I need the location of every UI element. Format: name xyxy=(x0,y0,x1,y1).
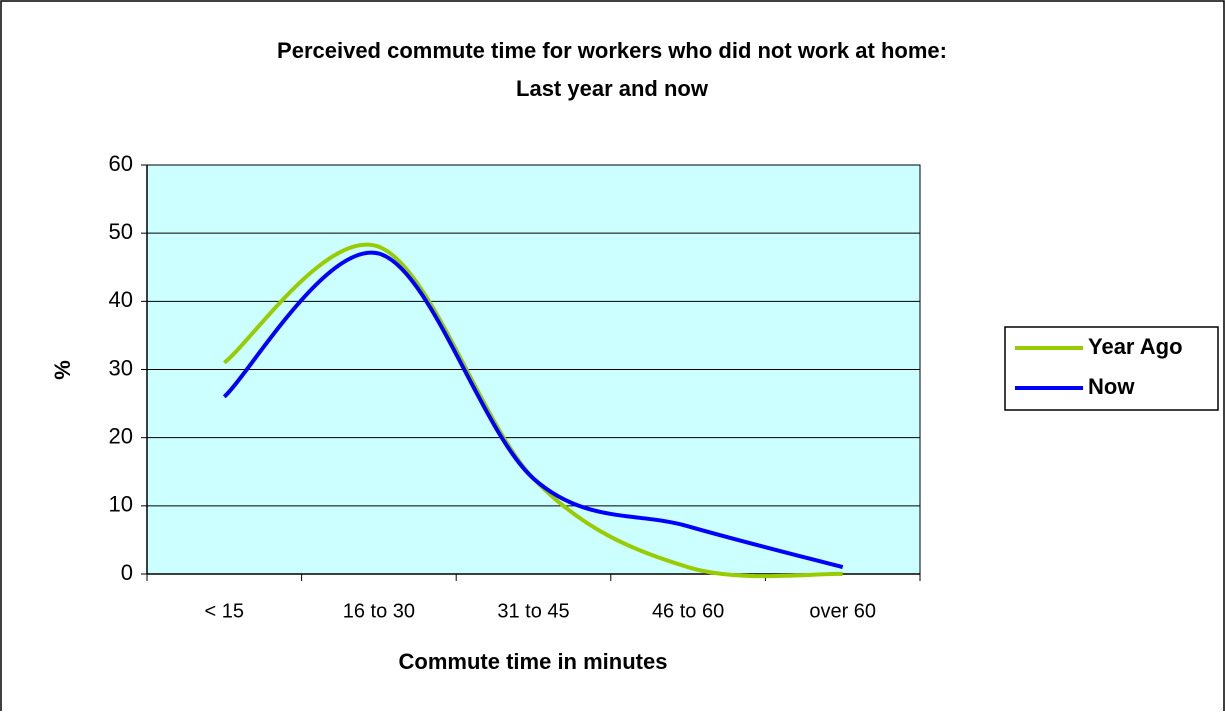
y-tick-label: 10 xyxy=(109,492,133,517)
chart-subtitle: Last year and now xyxy=(516,76,709,101)
y-tick-label: 50 xyxy=(109,219,133,244)
legend-label: Now xyxy=(1088,374,1135,399)
x-axis-title: Commute time in minutes xyxy=(399,649,668,674)
x-tick-label: 46 to 60 xyxy=(652,600,724,622)
x-tick-label: over 60 xyxy=(809,600,876,622)
x-tick-label: 31 to 45 xyxy=(497,600,569,622)
y-tick-label: 30 xyxy=(109,355,133,380)
y-tick-label: 0 xyxy=(121,560,133,585)
chart-title: Perceived commute time for workers who d… xyxy=(277,38,947,63)
x-tick-label: < 15 xyxy=(205,600,244,622)
x-tick-label: 16 to 30 xyxy=(343,600,415,622)
y-axis-title: % xyxy=(50,360,75,380)
y-tick-label: 40 xyxy=(109,287,133,312)
y-tick-label: 60 xyxy=(109,151,133,176)
series-line xyxy=(222,250,844,570)
legend-box xyxy=(1004,326,1219,411)
legend-label: Year Ago xyxy=(1088,334,1183,359)
y-tick-label: 20 xyxy=(109,423,133,448)
